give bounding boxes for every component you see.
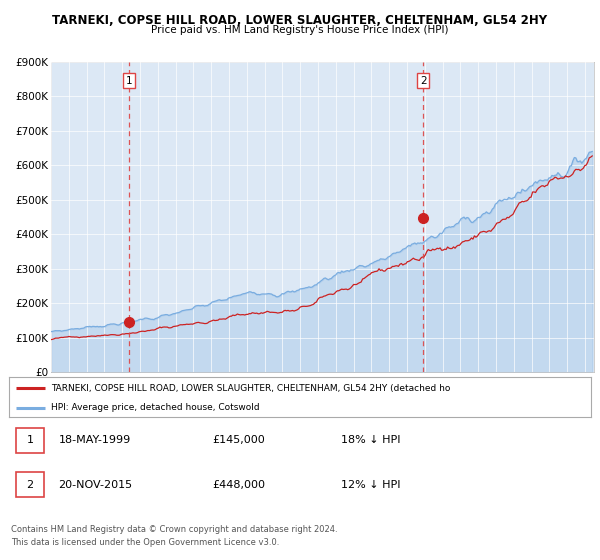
Text: 2: 2 (420, 76, 427, 86)
Text: TARNEKI, COPSE HILL ROAD, LOWER SLAUGHTER, CHELTENHAM, GL54 2HY: TARNEKI, COPSE HILL ROAD, LOWER SLAUGHTE… (52, 14, 548, 27)
Text: Price paid vs. HM Land Registry's House Price Index (HPI): Price paid vs. HM Land Registry's House … (151, 25, 449, 35)
Text: 1: 1 (26, 436, 34, 445)
Text: 18-MAY-1999: 18-MAY-1999 (58, 436, 131, 445)
Text: Contains HM Land Registry data © Crown copyright and database right 2024.: Contains HM Land Registry data © Crown c… (11, 525, 337, 534)
Text: 2: 2 (26, 480, 34, 489)
Text: This data is licensed under the Open Government Licence v3.0.: This data is licensed under the Open Gov… (11, 538, 279, 547)
Text: TARNEKI, COPSE HILL ROAD, LOWER SLAUGHTER, CHELTENHAM, GL54 2HY (detached ho: TARNEKI, COPSE HILL ROAD, LOWER SLAUGHTE… (51, 384, 450, 393)
Text: 20-NOV-2015: 20-NOV-2015 (58, 480, 133, 489)
Text: HPI: Average price, detached house, Cotswold: HPI: Average price, detached house, Cots… (51, 403, 260, 412)
Text: 18% ↓ HPI: 18% ↓ HPI (341, 436, 400, 445)
FancyBboxPatch shape (16, 428, 44, 453)
Text: 12% ↓ HPI: 12% ↓ HPI (341, 480, 400, 489)
Text: £448,000: £448,000 (212, 480, 266, 489)
Text: £145,000: £145,000 (212, 436, 265, 445)
Text: 1: 1 (125, 76, 132, 86)
FancyBboxPatch shape (16, 472, 44, 497)
